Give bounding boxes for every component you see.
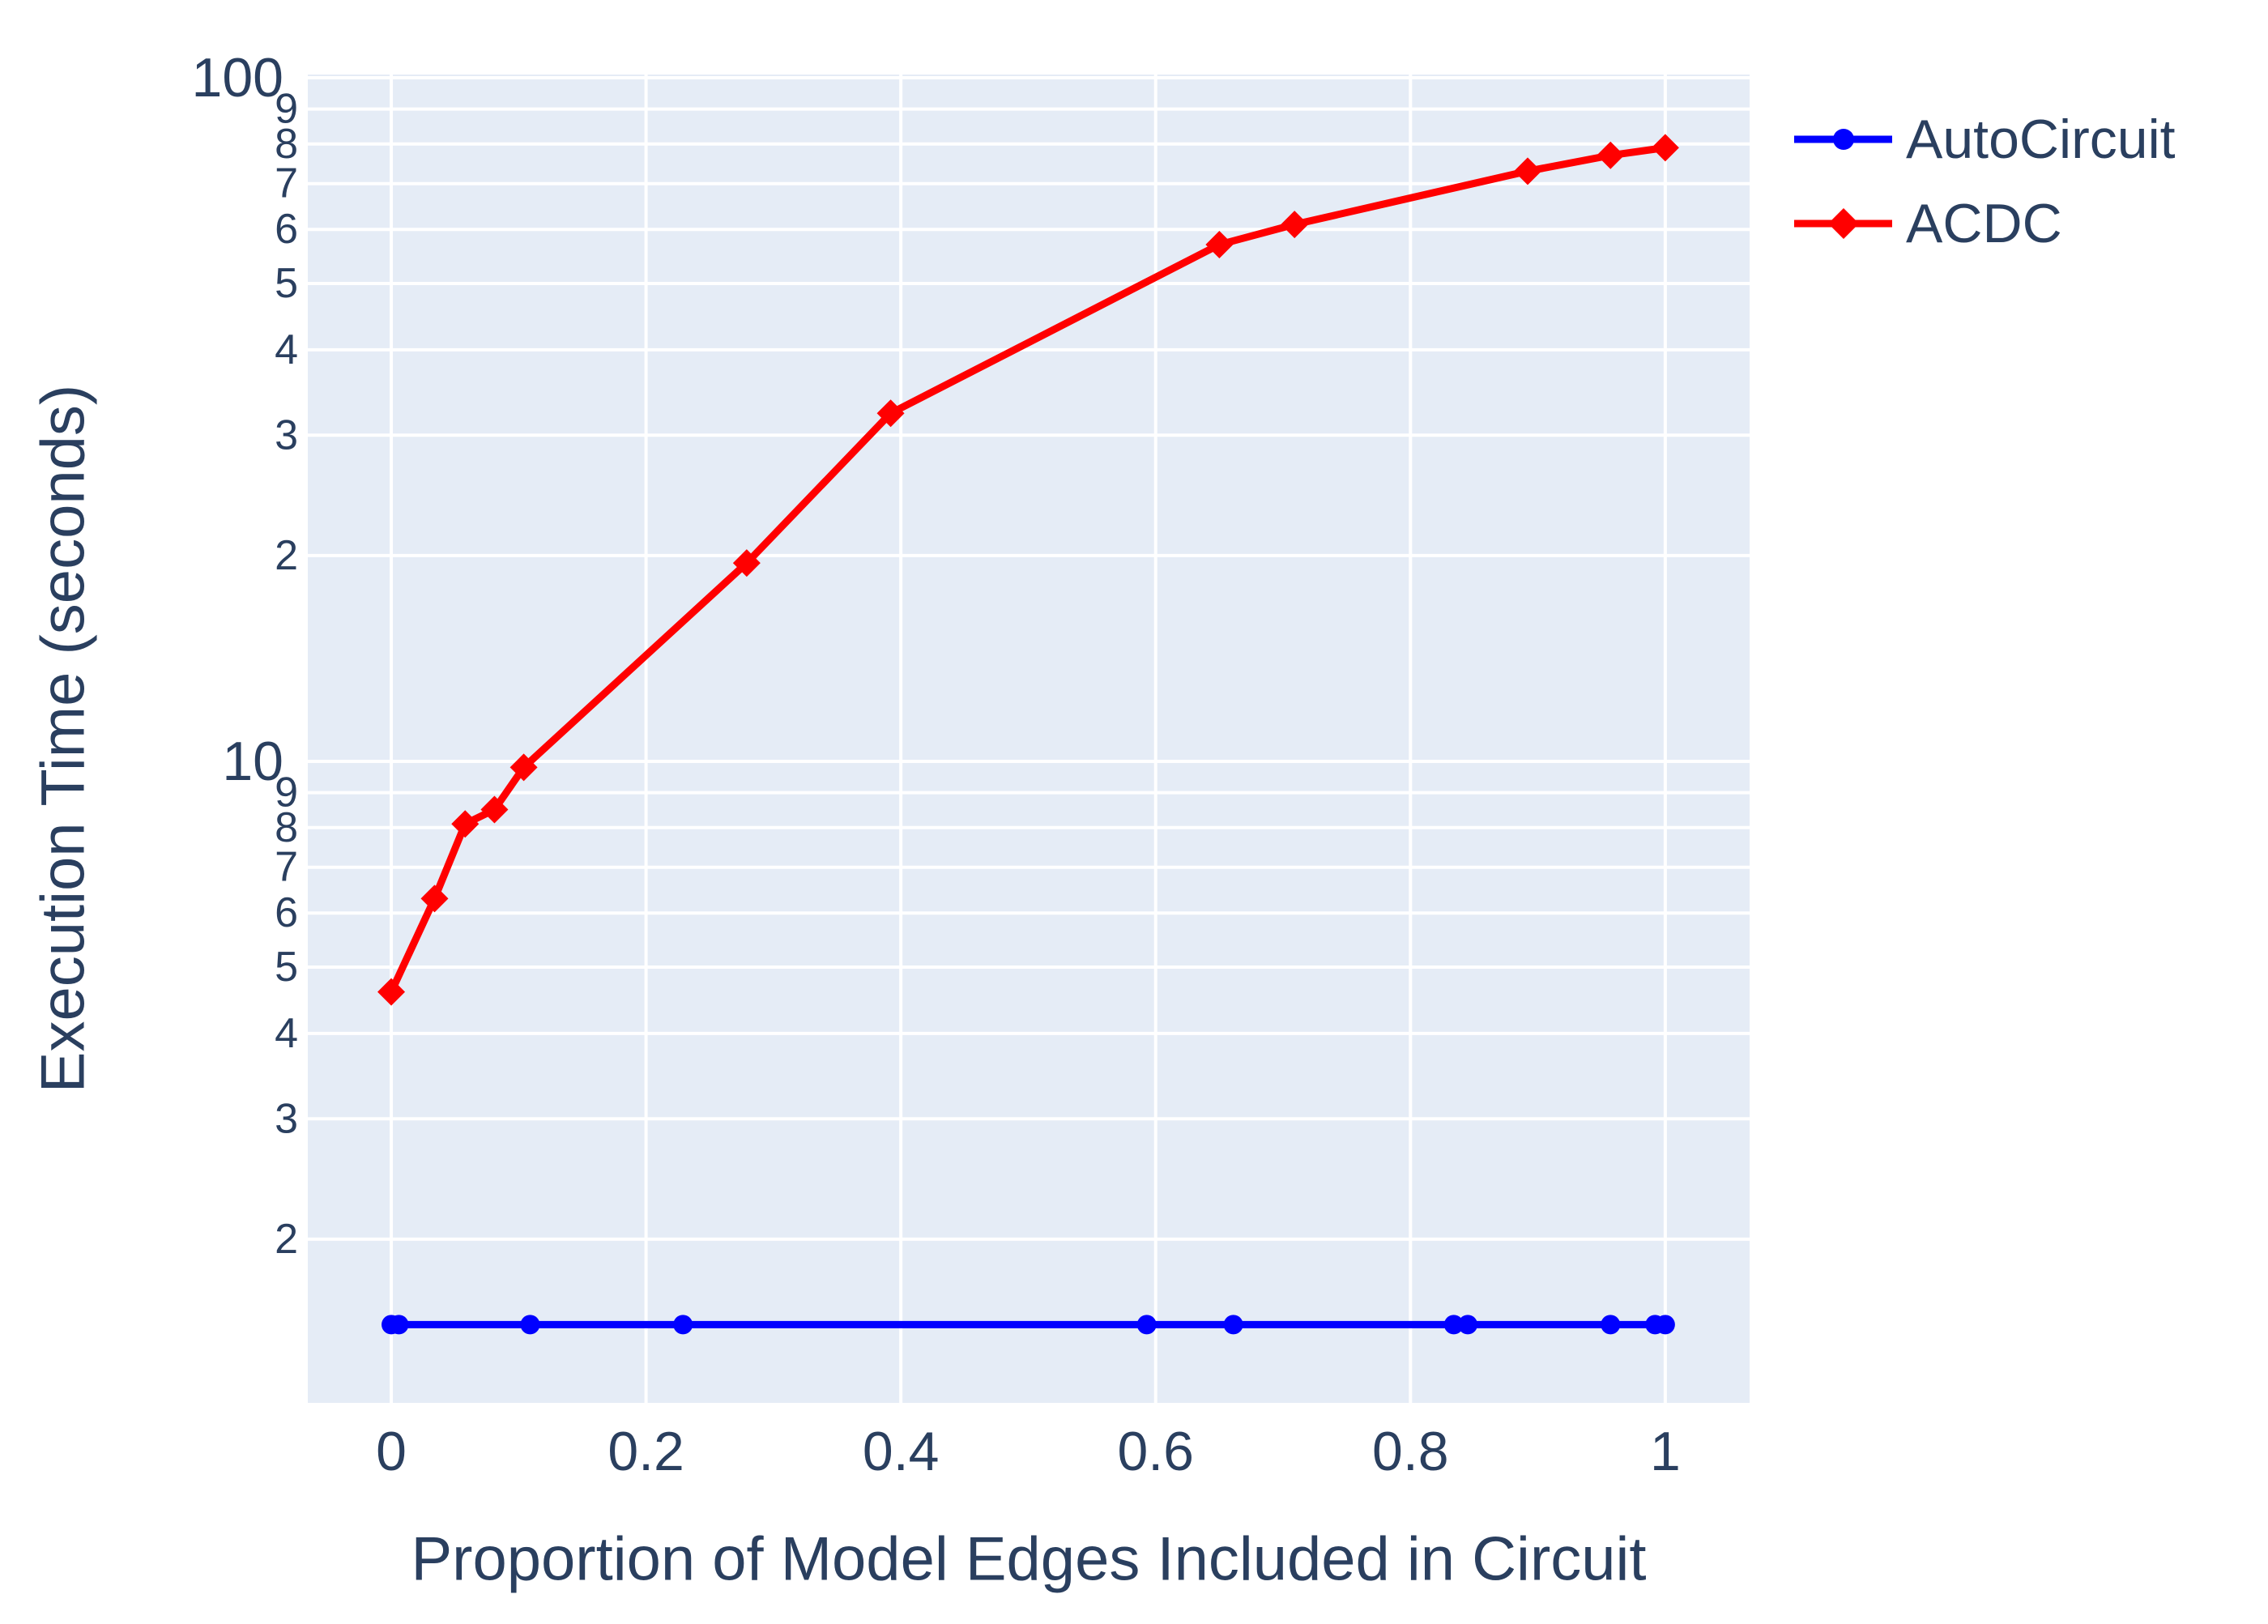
y-minor-tick-label: 7 bbox=[275, 844, 298, 891]
y-minor-tick-label: 8 bbox=[275, 121, 298, 168]
acdc-data-point[interactable] bbox=[480, 795, 509, 824]
gridlines bbox=[308, 75, 1750, 1403]
acdc-data-point[interactable] bbox=[509, 753, 538, 782]
y-tick-label: 100 bbox=[192, 47, 284, 109]
y-minor-tick-label: 4 bbox=[275, 1010, 298, 1057]
y-axis-title: Execution Time (seconds) bbox=[29, 385, 98, 1093]
y-minor-tick-label: 7 bbox=[275, 160, 298, 207]
y-minor-tick-label: 5 bbox=[275, 944, 298, 991]
y-minor-tick-label: 3 bbox=[275, 411, 298, 458]
legend: AutoCircuit ACDC bbox=[1794, 109, 2176, 254]
y-minor-tick-label: 2 bbox=[275, 1216, 298, 1263]
legend-item-autocircuit[interactable]: AutoCircuit bbox=[1794, 109, 2176, 170]
y-minor-tick-label: 6 bbox=[275, 206, 298, 253]
circle-marker-icon bbox=[1833, 129, 1854, 150]
autocircuit-data-point[interactable] bbox=[1458, 1315, 1478, 1335]
legend-label: ACDC bbox=[1906, 193, 2062, 254]
data-series bbox=[377, 134, 1679, 1335]
x-tick-label: 0.6 bbox=[1117, 1421, 1194, 1482]
acdc-data-point[interactable] bbox=[451, 810, 480, 838]
autocircuit-data-point[interactable] bbox=[520, 1315, 540, 1335]
acdc-data-point[interactable] bbox=[1205, 231, 1234, 259]
y-tick-label: 10 bbox=[222, 731, 284, 792]
y-minor-tick-label: 4 bbox=[275, 326, 298, 373]
diamond-marker-icon bbox=[1828, 208, 1859, 239]
autocircuit-data-point[interactable] bbox=[389, 1315, 409, 1335]
x-axis-title: Proportion of Model Edges Included in Ci… bbox=[411, 1525, 1646, 1594]
acdc-data-point[interactable] bbox=[420, 884, 449, 913]
y-minor-tick-label: 9 bbox=[275, 769, 298, 816]
x-tick-label: 1 bbox=[1650, 1421, 1681, 1482]
plot-area[interactable] bbox=[308, 75, 1750, 1403]
x-tick-label: 0.4 bbox=[863, 1421, 940, 1482]
acdc-line bbox=[387, 143, 1669, 996]
acdc-data-point[interactable] bbox=[876, 399, 905, 428]
autocircuit-data-point[interactable] bbox=[1601, 1315, 1621, 1335]
y-minor-tick-label: 6 bbox=[275, 889, 298, 936]
autocircuit-data-point[interactable] bbox=[1443, 1315, 1464, 1335]
y-minor-tick-label: 9 bbox=[275, 86, 298, 133]
y-minor-tick-label: 5 bbox=[275, 260, 298, 307]
y-minor-tick-label: 2 bbox=[275, 532, 298, 579]
acdc-data-point[interactable] bbox=[1281, 211, 1309, 239]
acdc-data-point[interactable] bbox=[1514, 157, 1542, 185]
acdc-data-point[interactable] bbox=[1597, 141, 1625, 169]
acdc-data-point[interactable] bbox=[1651, 134, 1679, 162]
autocircuit-data-point[interactable] bbox=[1655, 1315, 1675, 1335]
x-tick-label: 0.8 bbox=[1372, 1421, 1449, 1482]
x-tick-label: 0.2 bbox=[608, 1421, 684, 1482]
autocircuit-data-point[interactable] bbox=[1223, 1315, 1243, 1335]
y-minor-tick-label: 8 bbox=[275, 804, 298, 851]
acdc-data-point[interactable] bbox=[377, 978, 406, 1006]
autocircuit-data-point[interactable] bbox=[1136, 1315, 1157, 1335]
x-tick-label: 0 bbox=[376, 1421, 407, 1482]
y-minor-tick-label: 3 bbox=[275, 1095, 298, 1142]
legend-item-acdc[interactable]: ACDC bbox=[1794, 193, 2062, 254]
acdc-data-point[interactable] bbox=[732, 549, 761, 578]
autocircuit-data-point[interactable] bbox=[673, 1315, 693, 1335]
legend-label: AutoCircuit bbox=[1906, 109, 2176, 170]
